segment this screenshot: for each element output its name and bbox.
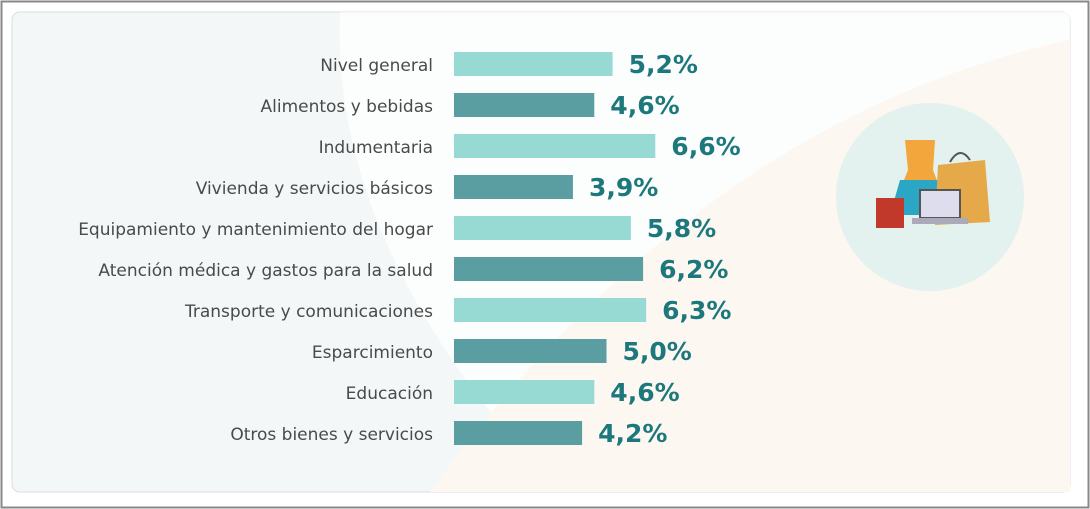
category-label: Otros bienes y servicios [230, 425, 433, 445]
bar [454, 93, 595, 117]
category-label: Indumentaria [319, 138, 433, 158]
category-label: Atención médica y gastos para la salud [98, 261, 433, 281]
value-label: 4,6% [610, 378, 679, 407]
bar [454, 257, 644, 281]
bar [454, 216, 631, 240]
category-label: Alimentos y bebidas [261, 97, 434, 117]
bar [454, 298, 647, 322]
icon [836, 103, 1024, 291]
bar [454, 380, 595, 404]
value-label: 5,2% [629, 50, 698, 79]
category-label: Nivel general [320, 56, 433, 76]
value-label: 6,6% [671, 132, 740, 161]
value-label: 5,8% [647, 214, 716, 243]
category-label: Equipamiento y mantenimiento del hogar [78, 220, 433, 240]
decor [339, 12, 1070, 492]
category-label: Vivienda y servicios básicos [196, 179, 433, 199]
value-label: 5,0% [623, 337, 692, 366]
bar [454, 175, 573, 199]
bar [454, 421, 583, 445]
value-label: 4,2% [598, 419, 667, 448]
category-label: Esparcimiento [312, 343, 433, 363]
value-label: 6,3% [662, 296, 731, 325]
value-label: 4,6% [610, 91, 679, 120]
bar [454, 134, 656, 158]
bar [454, 339, 607, 363]
value-label: 3,9% [589, 173, 658, 202]
bar [454, 52, 613, 76]
category-label: Transporte y comunicaciones [184, 302, 433, 322]
value-label: 6,2% [659, 255, 728, 284]
category-label: Educación [346, 384, 433, 404]
